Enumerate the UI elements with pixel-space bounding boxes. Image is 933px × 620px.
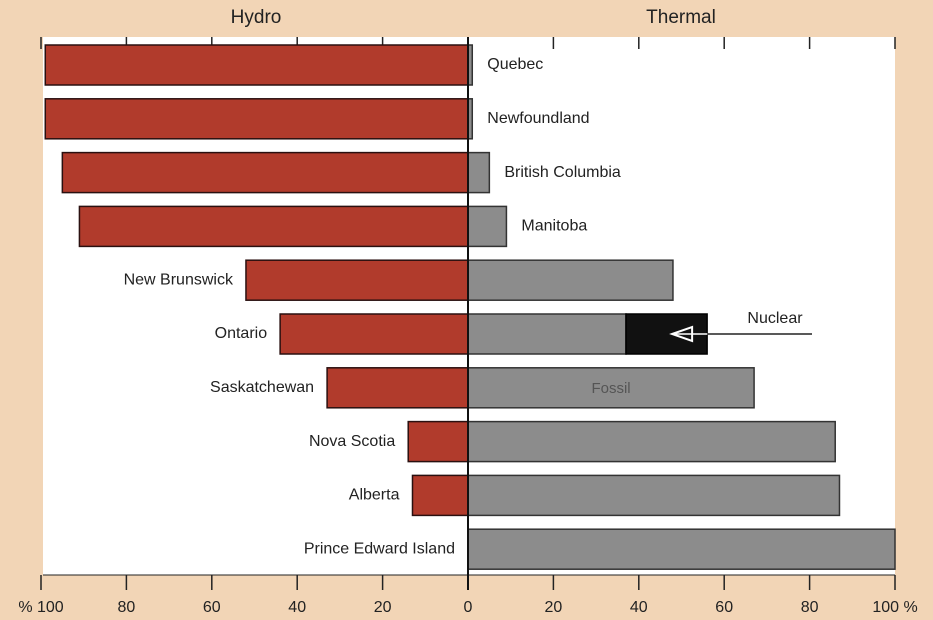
category-label: Ontario <box>215 325 268 342</box>
category-label: Saskatchewan <box>210 379 314 396</box>
category-label: Quebec <box>487 56 543 73</box>
x-tick-label: 40 <box>288 599 306 616</box>
x-tick-label: 100 % <box>872 599 917 616</box>
bar-fossil <box>467 420 836 463</box>
category-label: Manitoba <box>521 218 587 235</box>
bar-nuclear <box>625 313 708 355</box>
bar-fossil <box>467 528 896 570</box>
x-tick-label: 60 <box>203 599 221 616</box>
bar-fossil <box>467 205 508 248</box>
x-tick-label: 0 <box>464 599 473 616</box>
arrow-head <box>669 325 694 343</box>
bar-hydro <box>245 259 469 301</box>
x-tick-label: 80 <box>801 599 819 616</box>
bar-fossil <box>467 259 674 301</box>
x-tick-label: 20 <box>545 599 563 616</box>
bar-fossil <box>467 313 627 355</box>
bar-hydro <box>411 474 469 517</box>
category-label: Prince Edward Island <box>304 540 455 557</box>
category-label: Nova Scotia <box>309 433 395 450</box>
right-header: Thermal <box>646 7 716 28</box>
x-tick-label: 80 <box>118 599 136 616</box>
bar-hydro <box>279 313 469 355</box>
bar-hydro <box>44 44 469 86</box>
bar-fossil <box>467 367 755 409</box>
category-label: Alberta <box>349 487 400 504</box>
category-label: New Brunswick <box>124 271 234 288</box>
bar-hydro <box>407 420 469 463</box>
left-header: Hydro <box>231 7 282 28</box>
bar-hydro <box>61 151 469 194</box>
bar-hydro <box>44 98 469 140</box>
category-label: Newfoundland <box>487 110 589 127</box>
bar-hydro <box>78 205 469 248</box>
x-tick-label: 20 <box>374 599 392 616</box>
bar-fossil <box>467 151 491 194</box>
annotation: Fossil <box>591 380 630 397</box>
bar-hydro <box>326 367 469 409</box>
annotation: Nuclear <box>747 310 803 327</box>
x-tick-label: 40 <box>630 599 648 616</box>
category-label: British Columbia <box>504 164 621 181</box>
x-tick-label: 60 <box>715 599 733 616</box>
x-tick-label: % 100 <box>18 599 63 616</box>
bar-fossil <box>467 474 841 517</box>
